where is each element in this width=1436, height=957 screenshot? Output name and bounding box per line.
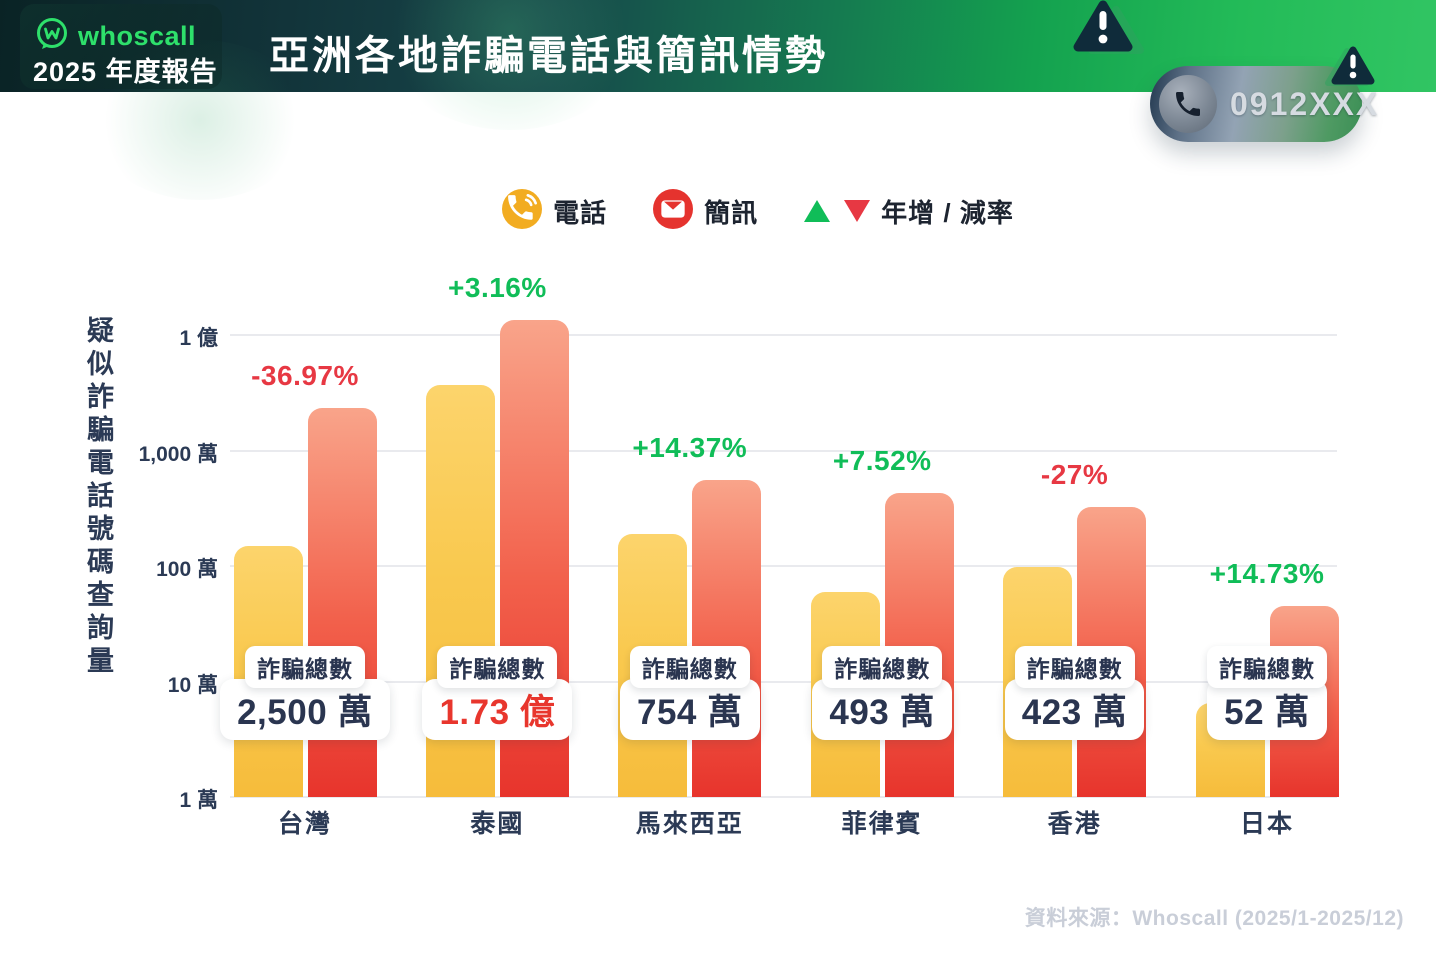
- gridline: [230, 334, 1337, 336]
- category-label: 泰國: [470, 810, 525, 838]
- total-badge: 詐騙總數 1.73 億: [387, 646, 607, 740]
- y-tick-label: 10 萬: [167, 673, 218, 697]
- total-badge-label: 詐騙總數: [1207, 646, 1327, 688]
- phone-number: 0912XXX: [1230, 85, 1380, 122]
- y-tick-label: 1 萬: [179, 789, 218, 812]
- phone-pill: 0912XXX: [1150, 66, 1377, 142]
- y-axis-ticks: 1 億 1,000 萬 100 萬 10 萬 1 萬: [58, 0, 218, 957]
- category-label: 馬來西亞: [635, 810, 744, 838]
- total-badge: 詐騙總數 52 萬: [1157, 646, 1377, 740]
- legend-item-yoy: 年增 / 減率: [804, 193, 1014, 230]
- total-badge-value: 1.73 億: [422, 679, 573, 740]
- total-badge-label: 詐騙總數: [822, 646, 943, 688]
- whoscall-logo-icon: [34, 16, 70, 57]
- brand-row: whoscall: [34, 16, 196, 57]
- total-badge-label: 詐騙總數: [1014, 646, 1135, 688]
- category-label: 台灣: [277, 810, 332, 838]
- y-axis-title: 疑似詐騙電話號碼查詢量: [83, 316, 113, 679]
- yoy-change-label: +14.73%: [1209, 557, 1325, 589]
- legend-item-phone: 電話: [502, 188, 608, 234]
- category-label: 日本: [1239, 810, 1294, 838]
- phone-icon: [1159, 75, 1217, 133]
- plot-area: -36.97% 詐騙總數 2,500 萬 +3.16% 詐騙總數 1.73 億 +14.37…: [220, 272, 1339, 798]
- warning-triangle-icon-small: [1324, 44, 1378, 99]
- sms-bar: [884, 492, 954, 797]
- down-triangle-icon: [844, 200, 871, 222]
- yoy-change-label: +7.52%: [832, 444, 932, 476]
- yoy-change-label: +3.16%: [448, 271, 547, 303]
- warning-triangle-icon-large: [1058, 0, 1154, 67]
- total-badge-label: 詐騙總數: [245, 646, 365, 688]
- total-badge: 詐騙總數 423 萬: [965, 646, 1185, 740]
- y-tick-label: 1 億: [179, 327, 218, 350]
- yoy-change-label: +14.37%: [632, 431, 748, 463]
- report-label: 2025 年度報告: [33, 57, 218, 87]
- gridline: [230, 449, 1337, 452]
- legend-yoy-label: 年增 / 減率: [881, 197, 1014, 228]
- legend-phone-label: 電話: [553, 197, 608, 228]
- app-header: whoscall 2025 年度報告 亞洲各地詐騙電話與簡訊情勢: [0, 0, 1436, 200]
- page-title: 亞洲各地詐騙電話與簡訊情勢: [269, 34, 828, 78]
- legend: 電話 簡訊 年增 / 減率: [40, 187, 1436, 235]
- y-tick-label: 1,000 萬: [138, 442, 218, 466]
- legend-sms-label: 簡訊: [704, 197, 759, 228]
- yoy-change-label: -36.97%: [251, 359, 359, 391]
- phone-legend-icon: [502, 188, 543, 234]
- total-badge-label: 詐騙總數: [437, 646, 558, 688]
- legend-item-sms: 簡訊: [653, 188, 759, 234]
- total-badge-value: 754 萬: [619, 679, 760, 740]
- gridline: [230, 680, 1337, 683]
- total-badge: 詐騙總數 754 萬: [580, 646, 800, 740]
- gridline: [230, 565, 1337, 567]
- total-badge: 詐騙總數 493 萬: [772, 646, 992, 740]
- brand-name: whoscall: [78, 21, 197, 51]
- total-badge-value: 423 萬: [1004, 679, 1145, 740]
- total-badge-label: 詐騙總數: [629, 646, 750, 688]
- gridline: [230, 796, 1337, 798]
- sms-legend-icon: [653, 188, 694, 234]
- sms-bar: [692, 479, 762, 797]
- total-badge-value: 493 萬: [812, 679, 952, 740]
- yoy-change-label: -27%: [1040, 458, 1109, 490]
- total-badge-value: 52 萬: [1207, 679, 1327, 740]
- total-badge-value: 2,500 萬: [220, 679, 390, 740]
- category-label: 菲律賓: [841, 810, 923, 838]
- y-tick-label: 100 萬: [156, 558, 218, 581]
- source-note: 資料來源：Whoscall (2025/1-2025/12): [1024, 907, 1404, 930]
- up-triangle-icon: [804, 200, 831, 222]
- total-badge: 詐騙總數 2,500 萬: [195, 646, 415, 740]
- category-label: 香港: [1047, 810, 1102, 838]
